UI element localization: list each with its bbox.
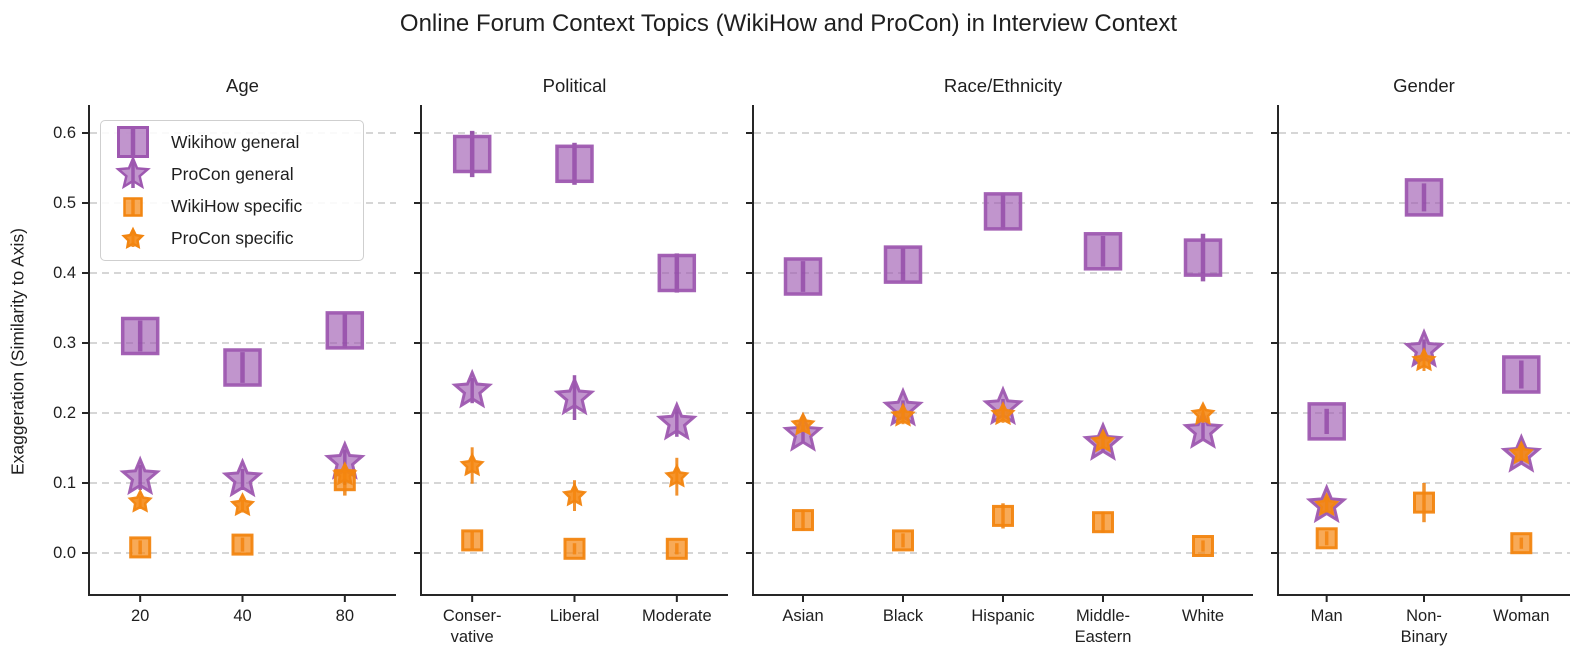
marker-procon-specific	[561, 482, 588, 507]
marker-wikihow-specific	[563, 537, 586, 560]
marker-procon-general	[782, 412, 824, 452]
marker-wikihow-general	[783, 257, 823, 296]
y-tick-label: 0.2	[53, 404, 76, 422]
marker-procon-specific	[1508, 440, 1535, 465]
legend-marker-shape	[123, 196, 143, 217]
marker-procon-specific	[790, 411, 816, 436]
marker-procon-general	[1182, 409, 1224, 449]
subplot-title: Race/Ethnicity	[944, 75, 1063, 96]
marker-wikihow-general	[1183, 238, 1223, 277]
legend-marker-wikihow-specific	[113, 191, 159, 223]
legend-marker-wikihow-general	[113, 126, 159, 158]
marker-procon-specific	[229, 492, 256, 517]
marker-wikihow-specific	[1413, 491, 1435, 514]
y-tick-label: 0.0	[53, 544, 76, 562]
legend-item: ProCon general	[113, 155, 351, 190]
marker-wikihow-specific	[1315, 527, 1338, 550]
legend-item: ProCon specific	[113, 223, 351, 255]
subplot-race-ethnicity: Race/Ethnicity Asian Black Hispanic Middle-E…	[746, 75, 1253, 646]
marker-wikihow-specific	[792, 509, 814, 532]
marker-procon-general	[221, 457, 264, 498]
legend-label: ProCon specific	[171, 228, 294, 249]
marker-wikihow-general	[325, 311, 365, 350]
marker-procon-specific	[1190, 401, 1216, 426]
marker-procon-specific	[664, 463, 690, 488]
marker-wikihow-general	[1083, 232, 1123, 271]
y-tick-label: 0.5	[53, 194, 76, 212]
legend-label: ProCon general	[171, 163, 294, 184]
y-tick-label: 0.4	[53, 264, 76, 282]
legend-label: Wikihow general	[171, 131, 300, 152]
marker-procon-specific	[890, 402, 916, 427]
x-tick-label: Middle-Eastern	[1075, 607, 1132, 646]
marker-wikihow-general	[555, 144, 594, 184]
marker-wikihow-general	[983, 192, 1023, 231]
marker-procon-general	[451, 368, 494, 409]
marker-wikihow-general	[452, 134, 492, 174]
marker-wikihow-specific	[1192, 535, 1214, 557]
marker-wikihow-general	[883, 245, 923, 284]
x-tick-label: Conser-vative	[443, 607, 502, 646]
legend-marker-procon-specific	[113, 223, 159, 255]
marker-procon-specific	[990, 401, 1016, 426]
subplot-age: 0.0 0.1 0.2 0.3 0.4 0.5 0.6 Age 20 40 80	[53, 75, 396, 625]
x-tick-label: Asian	[782, 607, 823, 625]
marker-procon-general	[119, 455, 162, 496]
legend-label: WikiHow specific	[171, 196, 303, 217]
legend-marker-shape	[115, 155, 151, 190]
marker-wikihow-general	[1404, 178, 1444, 217]
legend-item: Wikihow general	[113, 126, 351, 158]
subplot-political: Political Conser-vative Liberal Moderate	[414, 75, 728, 646]
x-tick-label: White	[1182, 607, 1224, 625]
x-tick-label: Man	[1311, 607, 1343, 625]
marker-procon-specific	[332, 461, 358, 486]
legend-marker-procon-general	[113, 155, 159, 190]
marker-procon-specific	[1313, 492, 1340, 517]
marker-wikihow-specific	[1510, 532, 1533, 555]
marker-procon-general	[655, 400, 698, 441]
marker-procon-general	[553, 375, 596, 416]
subplot-title: Political	[543, 75, 607, 96]
x-tick-label: 40	[233, 607, 251, 625]
marker-procon-specific	[127, 488, 153, 513]
marker-wikihow-specific	[992, 504, 1014, 527]
marker-wikihow-general	[1502, 355, 1541, 394]
marker-wikihow-general	[1307, 402, 1346, 441]
marker-wikihow-specific	[1092, 511, 1114, 534]
marker-procon-specific	[1090, 428, 1116, 453]
marker-wikihow-general	[657, 253, 697, 293]
marker-wikihow-specific	[665, 537, 688, 560]
marker-procon-specific	[1411, 347, 1437, 372]
marker-wikihow-specific	[129, 536, 152, 559]
x-tick-label: 20	[131, 607, 149, 625]
x-tick-label: Non-Binary	[1401, 607, 1449, 646]
x-tick-label: Black	[883, 607, 924, 625]
subplot-gender: Gender Man Non-Binary Woman	[1271, 75, 1570, 646]
x-tick-label: 80	[336, 607, 354, 625]
y-tick-label: 0.3	[53, 334, 76, 352]
x-tick-label: Liberal	[550, 607, 600, 625]
y-axis-label: Exaggeration (Similarity to Axis)	[7, 227, 28, 476]
y-tick-label: 0.6	[53, 124, 76, 142]
marker-wikihow-general	[120, 316, 160, 356]
marker-procon-specific	[459, 452, 485, 477]
x-tick-label: Hispanic	[971, 607, 1034, 625]
subplot-title: Gender	[1393, 75, 1455, 96]
x-tick-label: Woman	[1493, 607, 1550, 625]
legend-item: WikiHow specific	[113, 191, 351, 223]
marker-wikihow-general	[223, 348, 262, 387]
legend-marker-shape	[121, 226, 145, 249]
subplot-title: Age	[226, 75, 259, 96]
y-tick-label: 0.1	[53, 474, 76, 492]
marker-wikihow-specific	[892, 529, 914, 552]
legend-marker-shape	[117, 126, 149, 158]
legend: Wikihow general ProCon general WikiHow s…	[100, 120, 364, 261]
chart-title: Online Forum Context Topics (WikiHow and…	[399, 10, 1178, 37]
marker-wikihow-specific	[231, 533, 254, 556]
marker-wikihow-specific	[461, 529, 484, 552]
x-tick-label: Moderate	[642, 607, 712, 625]
